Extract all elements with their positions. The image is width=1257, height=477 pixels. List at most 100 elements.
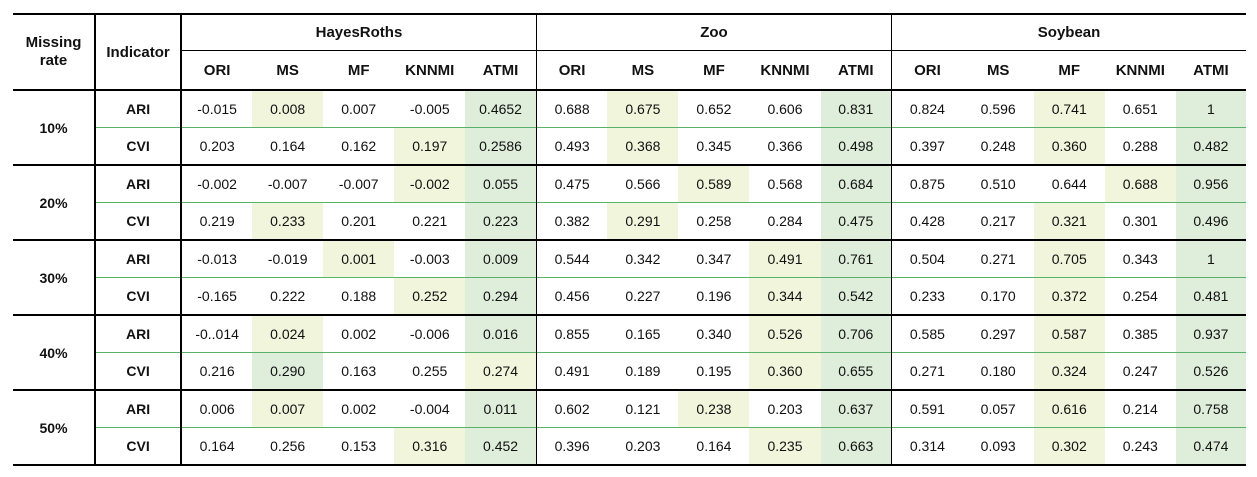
value-cell: 0.824 <box>909 101 945 117</box>
value-cell: 0.271 <box>962 239 1034 278</box>
indicator-cell-cvi: CVI <box>95 127 183 165</box>
table-row: 50% ARI 0.006 0.007 0.002 -0.004 0.011 0.602 0.1… <box>13 389 1246 465</box>
value-cell: 0.587 <box>1033 314 1105 353</box>
value-cell: 0.284 <box>749 202 821 240</box>
value-cell: 0.602 <box>536 389 608 428</box>
value-cell: 0.057 <box>962 389 1034 428</box>
value-cell: 0.009 <box>465 239 537 278</box>
method-header-mf: MF <box>323 50 395 91</box>
value-cell: -0.019 <box>252 239 324 278</box>
value-cell: 0.684 <box>820 164 893 203</box>
value-cell: 0.163 <box>323 352 395 390</box>
value-cell: 0.585 <box>891 314 963 353</box>
value-cell: 0.227 <box>607 277 679 315</box>
value-cell: 0.235 <box>749 427 821 465</box>
value-cell: 0.007 <box>252 389 324 428</box>
table-row: CVI -0.165 0.222 0.188 0.252 0.294 0.456 0.227 0… <box>13 277 1246 315</box>
value-cell: 0.637 <box>820 389 893 428</box>
method-header-ori: ORI <box>536 50 608 91</box>
value-cell: 0.002 <box>323 389 395 428</box>
value-cell: 0.366 <box>749 127 821 165</box>
value-cell: 0.542 <box>820 277 893 315</box>
value-cell: -0.002 <box>394 164 466 203</box>
value-cell: 0.274 <box>465 352 537 390</box>
value-cell: 0.024 <box>252 314 324 353</box>
results-table-container: Missing rate Indicator HayesRoths Zoo So… <box>13 13 1246 466</box>
value-cell: 0.655 <box>820 352 893 390</box>
method-header-knnmi: KNNMI <box>749 50 821 91</box>
value-cell: 0.247 <box>1104 352 1176 390</box>
value-cell: 0.001 <box>323 239 395 278</box>
value-cell: 0.675 <box>607 90 679 128</box>
value-cell: 0.216 <box>181 352 253 390</box>
value-cell: 0.016 <box>465 314 537 353</box>
value-cell: 0.221 <box>394 202 466 240</box>
method-header-row: ORI MS MF KNNMI ATMI ORI MS MF KNNMI ATMI ORI MS MF K… <box>13 50 1246 91</box>
table-header: Missing rate Indicator HayesRoths Zoo So… <box>13 14 1246 91</box>
missing-rate-cell: 30% <box>13 239 97 315</box>
value-cell: 0.233 <box>891 277 963 315</box>
value-cell: 0.238 <box>678 389 750 428</box>
method-header-knnmi: KNNMI <box>394 50 466 91</box>
value-cell: 0.651 <box>1122 101 1158 117</box>
value-cell: -0.005 <box>409 101 450 117</box>
value-cell: 0.397 <box>891 127 963 165</box>
value-cell: 0.248 <box>962 127 1034 165</box>
value-cell: 0.223 <box>465 202 537 240</box>
value-cell: 0.197 <box>394 127 466 165</box>
value-cell: 0.196 <box>678 277 750 315</box>
value-cell: 1 <box>1175 239 1246 278</box>
value-cell: 0.006 <box>181 389 253 428</box>
value-cell: 0.343 <box>1104 239 1176 278</box>
value-cell: 0.324 <box>1033 352 1105 390</box>
missing-rate-cell: 10% <box>13 90 97 165</box>
method-header-knnmi: KNNMI <box>1104 50 1176 91</box>
value-cell: 0.345 <box>678 127 750 165</box>
value-cell: 0.452 <box>465 427 537 465</box>
value-cell: 0.831 <box>820 90 893 128</box>
value-cell: -0.013 <box>181 239 253 278</box>
value-cell: 0.482 <box>1175 127 1246 165</box>
value-cell: 0.164 <box>252 127 324 165</box>
value-cell: 0.121 <box>607 389 679 428</box>
value-cell: 0.340 <box>678 314 750 353</box>
value-cell: 0.243 <box>1104 427 1176 465</box>
indicator-cell-ari: ARI <box>95 239 183 278</box>
value-cell: 0.288 <box>1104 127 1176 165</box>
value-cell: 0.491 <box>536 352 608 390</box>
table-body: 10% ARI -0.015 0.008 0.007 -0.005 0.4652 0.688 0… <box>13 90 1246 465</box>
method-header-ori: ORI <box>891 50 963 91</box>
value-cell: 0.222 <box>252 277 324 315</box>
value-cell: 0.368 <box>607 127 679 165</box>
value-cell: 0.705 <box>1033 239 1105 278</box>
value-cell: 0.568 <box>749 164 821 203</box>
value-cell: 0.203 <box>749 389 821 428</box>
indicator-cell-cvi: CVI <box>95 202 183 240</box>
value-cell: 0.294 <box>465 277 537 315</box>
value-cell: 0.382 <box>536 202 608 240</box>
indicator-cell-ari: ARI <box>95 314 183 353</box>
value-cell: 0.153 <box>323 427 395 465</box>
table-row: 40% ARI -0..014 0.024 0.002 -0.006 0.016 0.855 0… <box>13 314 1246 390</box>
method-header-mf: MF <box>678 50 750 91</box>
value-cell: 0.688 <box>1104 164 1176 203</box>
missing-rate-cell: 50% <box>13 389 97 465</box>
value-cell: 0.2586 <box>465 127 537 165</box>
value-cell: 0.591 <box>891 389 963 428</box>
value-cell: 0.741 <box>1033 90 1105 128</box>
value-cell: -0.006 <box>394 314 466 353</box>
table-row: CVI 0.216 0.290 0.163 0.255 0.274 0.491 0.189 0.… <box>13 352 1246 390</box>
results-table: Missing rate Indicator HayesRoths Zoo So… <box>13 13 1246 466</box>
value-cell: 0.316 <box>394 427 466 465</box>
value-cell: -0..014 <box>181 314 253 353</box>
value-cell: 0.855 <box>536 314 608 353</box>
value-cell: 0.165 <box>607 314 679 353</box>
table-row: CVI 0.219 0.233 0.201 0.221 0.223 0.382 0.291 0.… <box>13 202 1246 240</box>
value-cell: 0.217 <box>962 202 1034 240</box>
value-cell: 0.164 <box>181 427 253 465</box>
indicator-cell-cvi: CVI <box>95 352 183 390</box>
value-cell: 0.456 <box>536 277 608 315</box>
value-cell: -0.007 <box>252 164 324 203</box>
value-cell: 0.937 <box>1175 314 1246 353</box>
value-cell: 0.496 <box>1175 202 1246 240</box>
